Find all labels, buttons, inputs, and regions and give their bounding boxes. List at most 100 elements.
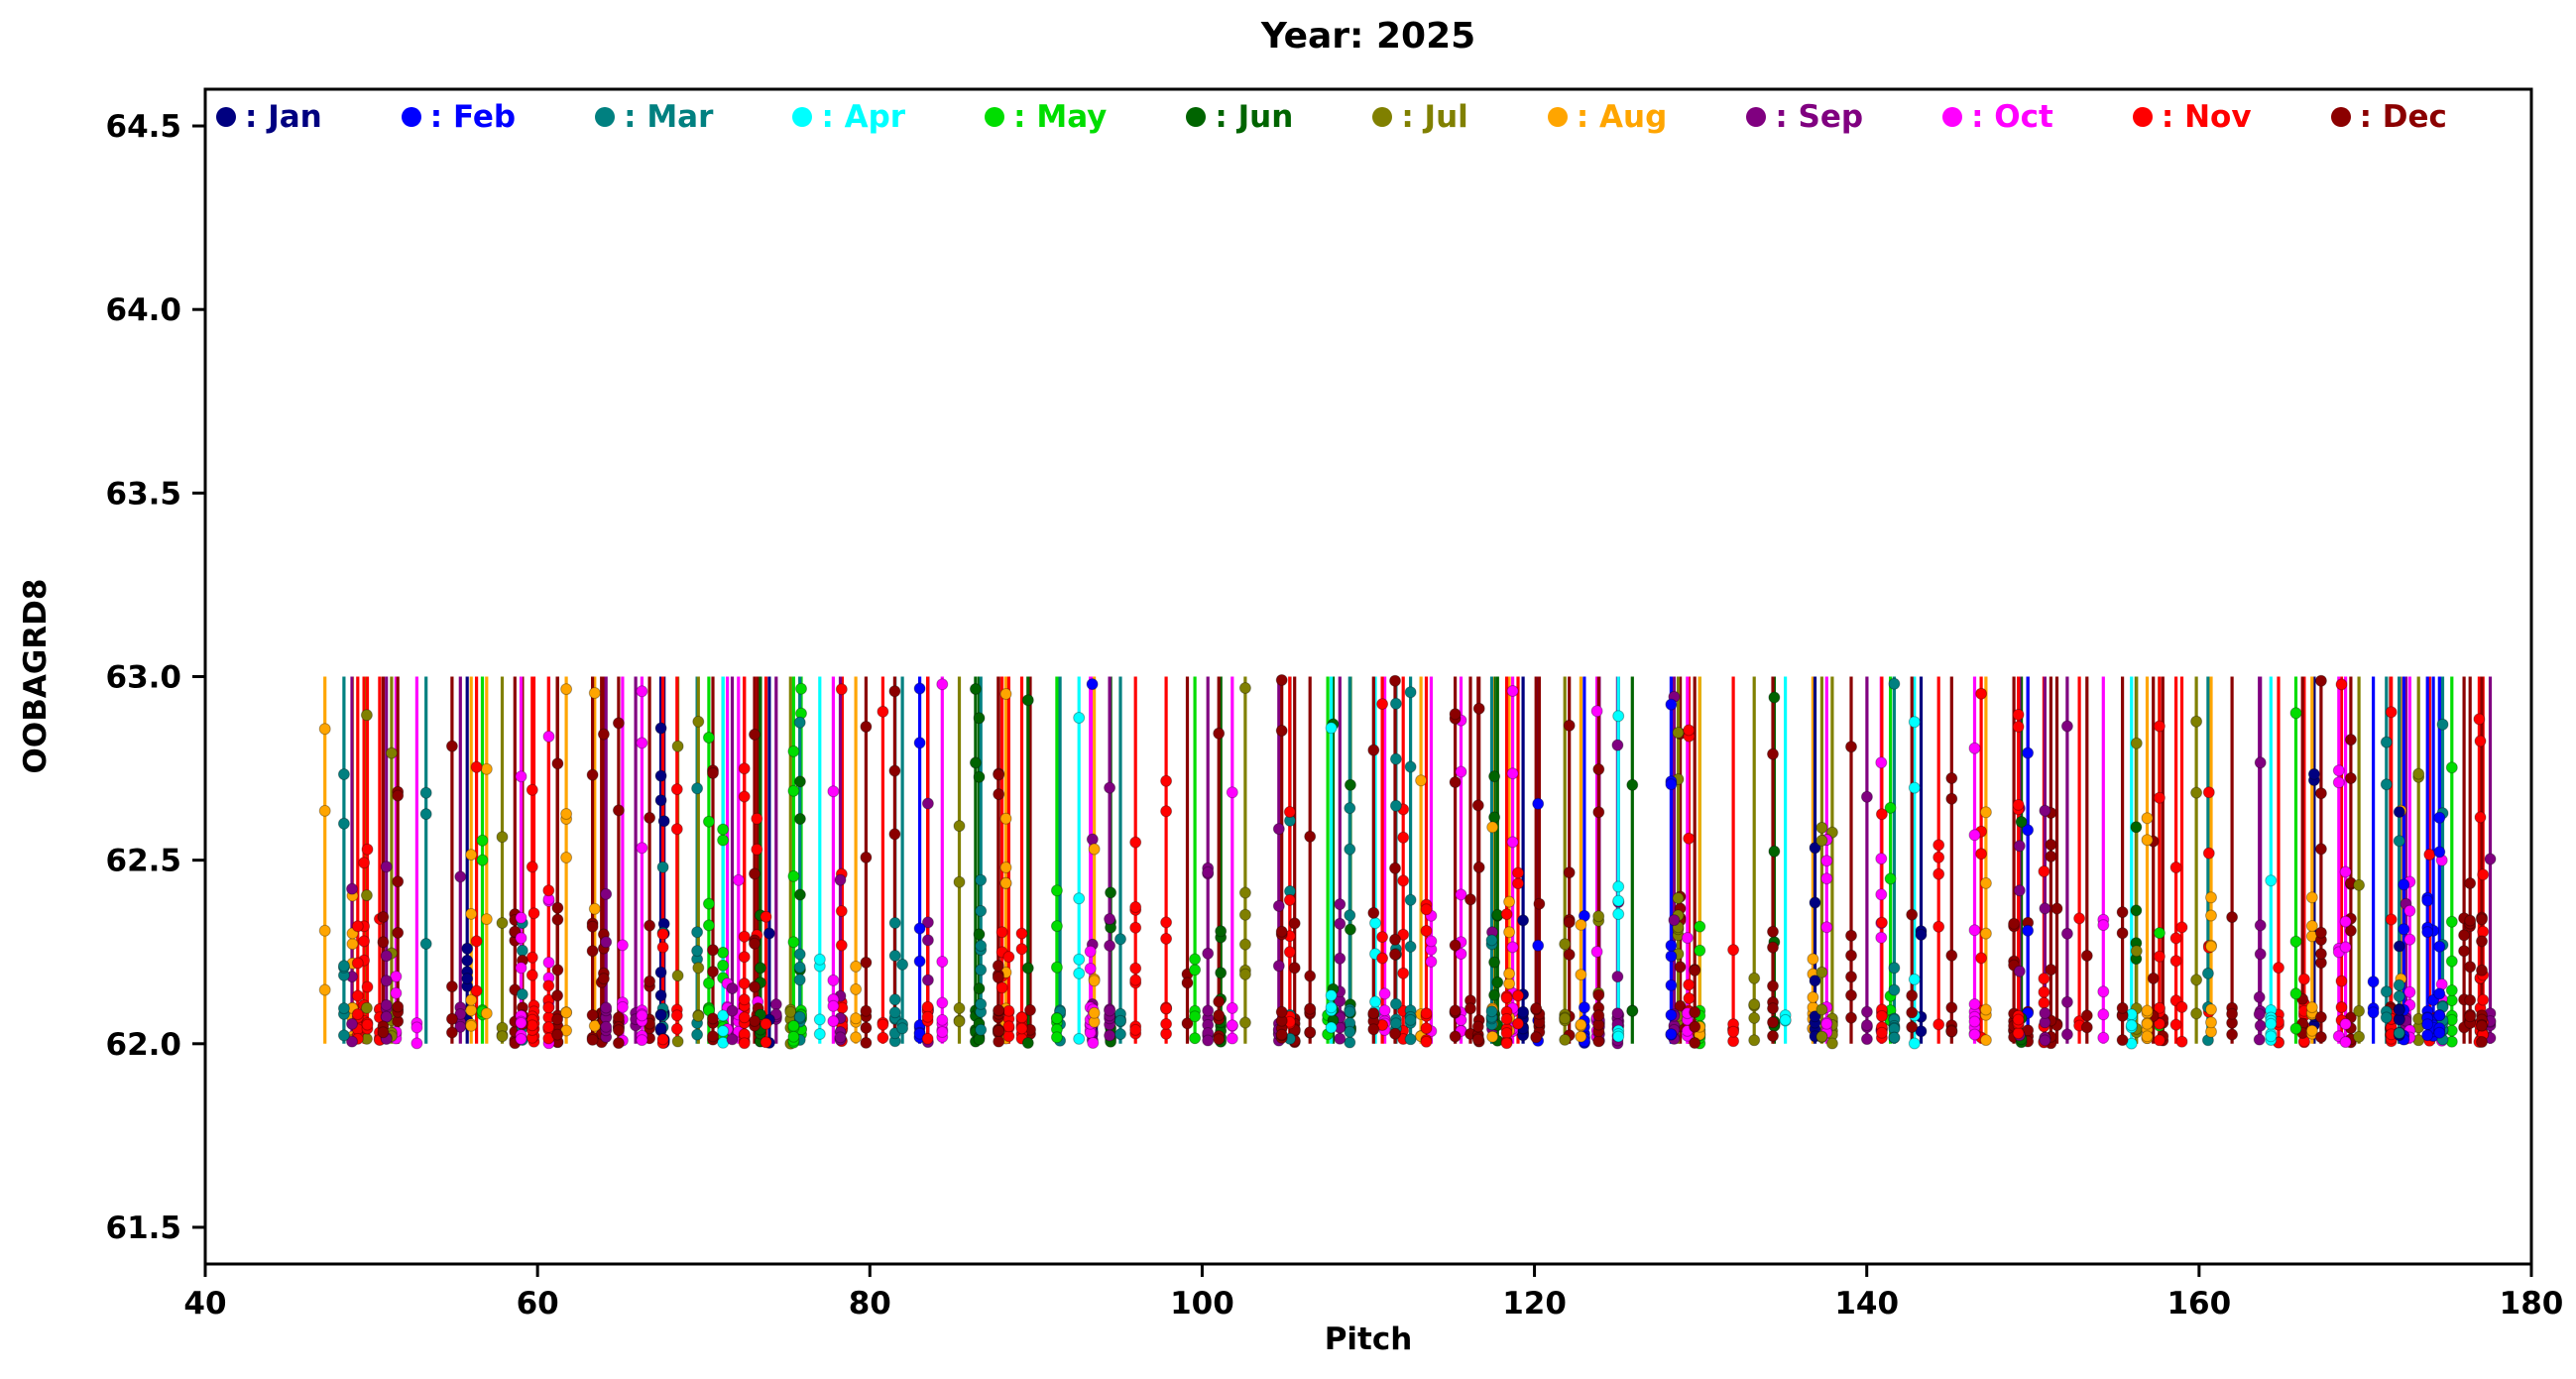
data-point-dot: [612, 717, 625, 730]
data-point-dot: [1420, 925, 1433, 937]
data-point-dot: [670, 1022, 683, 1035]
data-point-dot: [1181, 977, 1194, 989]
data-point-dot: [1689, 1020, 1701, 1033]
data-point-dot: [975, 904, 988, 917]
data-point-dot: [1932, 1018, 1945, 1031]
data-point-dot: [2353, 1030, 2366, 1043]
data-point-dot: [813, 1013, 826, 1026]
data-point-dot: [1073, 967, 1086, 979]
data-point-dot: [1189, 953, 1202, 966]
data-point-dot: [2332, 776, 2345, 789]
data-point-dot: [551, 1013, 564, 1026]
data-point-dot: [2423, 849, 2436, 861]
data-point-dot: [995, 981, 1008, 994]
data-point-dot: [2097, 1008, 2110, 1021]
data-point-dot: [2205, 1003, 2217, 1016]
data-point-dot: [1694, 944, 1706, 957]
data-point-dot: [2015, 816, 2028, 828]
data-point-dot: [2332, 764, 2345, 777]
data-point-dot: [496, 917, 509, 929]
data-point-dot: [2473, 713, 2486, 726]
data-point-dot: [612, 1024, 625, 1037]
data-point-dot: [1748, 998, 1761, 1011]
data-point-dot: [691, 945, 704, 958]
data-point-dot: [636, 1034, 648, 1047]
data-point-dot: [2305, 920, 2318, 932]
data-point-dot: [337, 817, 350, 830]
data-point-dot: [2253, 1008, 2266, 1020]
data-point-dot: [586, 1009, 599, 1021]
y-tick-label: 63.5: [106, 476, 182, 512]
data-point-dot: [1674, 961, 1687, 974]
data-point-dot: [1563, 719, 1576, 732]
data-point-dot: [953, 1015, 966, 1028]
x-axis-label: Pitch: [1324, 1322, 1413, 1357]
data-point-dot: [616, 939, 629, 952]
data-point-dot: [2339, 941, 2352, 954]
data-point-dot: [1860, 1033, 1873, 1046]
legend-marker-nov-icon: [2132, 107, 2153, 127]
data-point-dot: [1015, 1022, 1028, 1035]
data-point-dot: [2130, 904, 2143, 917]
data-point-dot: [1488, 988, 1501, 1001]
data-point-dot: [551, 989, 564, 1002]
data-point-dot: [2045, 839, 2057, 851]
data-point-dot: [860, 956, 873, 969]
data-point-dot: [1404, 940, 1417, 953]
data-point-dot: [717, 1025, 730, 1037]
data-point-dot: [2013, 965, 2026, 977]
legend-marker-sep-icon: [1746, 107, 1767, 127]
data-point-dot: [515, 962, 527, 975]
data-point-dot: [975, 873, 988, 886]
data-point-dot: [1024, 1003, 1036, 1016]
data-point-dot: [318, 983, 331, 996]
data-point-dot: [476, 834, 489, 847]
data-point-dot: [1945, 1025, 1958, 1038]
data-point-dot: [1845, 949, 1857, 962]
data-point-dot: [2190, 786, 2203, 799]
data-point-dot: [1404, 1013, 1417, 1026]
data-point-dot: [380, 998, 393, 1011]
data-point-dot: [999, 876, 1012, 889]
data-point-dot: [913, 922, 926, 935]
data-point-dot: [1449, 1030, 1462, 1043]
data-point-dot: [1415, 774, 1428, 787]
data-point-dot: [654, 989, 667, 1002]
data-point-dot: [2008, 917, 2021, 930]
data-point-dot: [860, 1004, 873, 1017]
data-point-dot: [1344, 1005, 1356, 1018]
data-point-dot: [2169, 1018, 2182, 1031]
data-point-dot: [1325, 1001, 1338, 1014]
data-point-dot: [1015, 1011, 1028, 1024]
data-point-dot: [2297, 973, 2310, 985]
data-point-dot: [2393, 806, 2405, 818]
data-point-dot: [1104, 781, 1116, 794]
data-point-dot: [1129, 901, 1142, 913]
data-point-dot: [1275, 674, 1288, 686]
data-point-dot: [2080, 1021, 2093, 1034]
data-point-dot: [787, 869, 800, 882]
data-point-dot: [717, 834, 730, 847]
data-point-dot: [1238, 886, 1251, 899]
data-point-dot: [1455, 1014, 1467, 1026]
data-point-dot: [346, 882, 358, 895]
data-point-dot: [793, 716, 806, 729]
data-point-dot: [1592, 910, 1605, 923]
data-point-dot: [2421, 926, 2434, 939]
data-point-dot: [1845, 989, 1857, 1001]
data-point-dot: [2147, 972, 2160, 984]
data-point-dot: [657, 815, 670, 828]
data-point-dot: [2012, 721, 2025, 733]
data-point-dot: [769, 998, 782, 1011]
data-point-dot: [551, 901, 564, 914]
data-point-dot: [586, 768, 599, 781]
data-point-dot: [1389, 799, 1402, 812]
data-point-dot: [2464, 961, 2477, 974]
data-point-dot: [749, 937, 761, 950]
data-point-dot: [542, 884, 555, 897]
data-point-dot: [2412, 767, 2425, 780]
data-point-dot: [445, 1012, 458, 1025]
data-point-dot: [1344, 1025, 1356, 1038]
data-point-dot: [600, 936, 613, 949]
data-point-dot: [656, 928, 669, 941]
